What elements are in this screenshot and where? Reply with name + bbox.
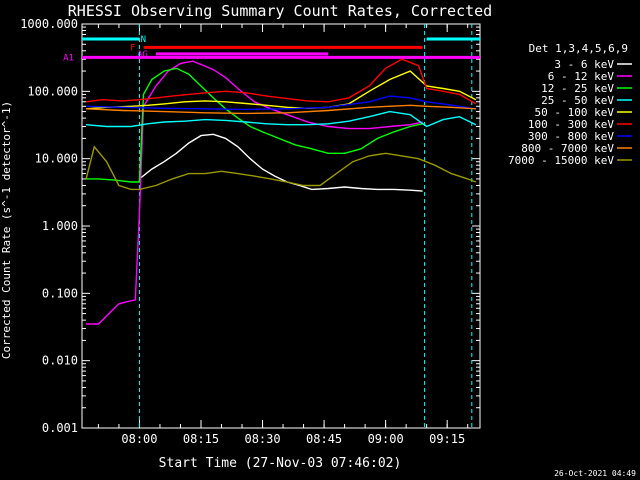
legend-entry-label: 12 - 25 keV xyxy=(541,82,614,95)
legend-entry-label: 100 - 300 keV xyxy=(528,118,614,131)
x-tick-label: 08:30 xyxy=(244,432,280,446)
legend-entry-label: 300 - 800 keV xyxy=(528,130,614,143)
legend-entry-label: 800 - 7000 keV xyxy=(521,142,614,155)
legend-entry-label: 6 - 12 keV xyxy=(548,70,615,83)
legend-entry-label: 25 - 50 keV xyxy=(541,94,614,107)
series-line xyxy=(86,104,476,115)
y-tick-label: 10.000 xyxy=(35,152,78,166)
x-tick-label: 08:45 xyxy=(306,432,342,446)
series-line xyxy=(85,145,477,191)
x-tick-label: 08:15 xyxy=(183,432,219,446)
series-line xyxy=(86,95,477,111)
x-tick-label: 09:15 xyxy=(429,432,465,446)
flag-label: A1 xyxy=(63,53,74,63)
plot-area: 0.001 0.010 0.100 1.000 10.000 100.000 1000.00… xyxy=(20,17,481,446)
series-line xyxy=(86,60,423,325)
x-tick-label: 08:00 xyxy=(121,432,157,446)
x-tick-label: 09:00 xyxy=(368,432,404,446)
y-tick-label: 1000.000 xyxy=(20,17,78,31)
legend-title: Det 1,3,4,5,6,9 xyxy=(529,42,628,55)
series-line xyxy=(86,70,477,110)
y-tick-label: 0.001 xyxy=(42,421,78,435)
y-tick-label: 0.100 xyxy=(42,286,78,300)
timestamp: 26-Oct-2021 04:49 xyxy=(554,469,636,478)
flag-label: AG xyxy=(137,50,148,60)
chart-title: RHESSI Observing Summary Count Rates, Co… xyxy=(68,2,492,20)
series-line xyxy=(86,110,477,128)
legend-entry-label: 50 - 100 keV xyxy=(535,106,615,119)
flag-label: N xyxy=(141,35,146,45)
legend-entry-label: 3 - 6 keV xyxy=(554,58,614,71)
y-tick-label: 100.000 xyxy=(27,84,78,98)
y-tick-label: 1.000 xyxy=(42,219,78,233)
legend-entry-label: 7000 - 15000 keV xyxy=(508,154,614,167)
y-axis-title: Corrected Count Rate (s^-1 detector^-1) xyxy=(0,101,13,359)
series-line xyxy=(86,58,477,105)
x-axis-title: Start Time (27-Nov-03 07:46:02) xyxy=(159,456,402,471)
series-line xyxy=(138,133,423,192)
flag-label: F xyxy=(130,43,135,53)
y-tick-label: 0.010 xyxy=(42,354,78,368)
